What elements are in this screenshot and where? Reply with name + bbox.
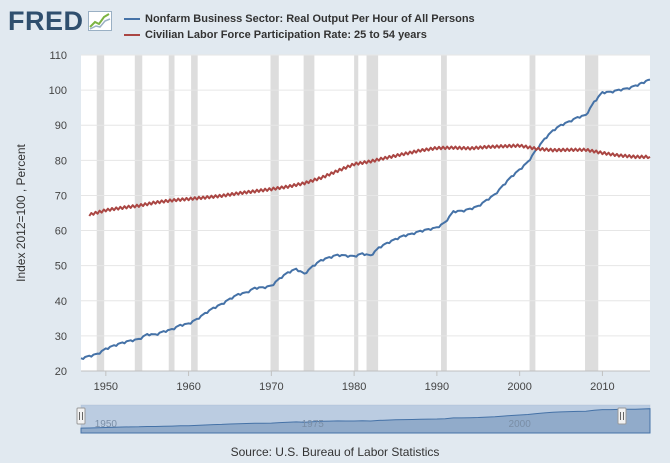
y-tick-label: 30 — [55, 331, 67, 343]
navigator-label: 2000 — [509, 419, 532, 430]
range-navigator[interactable]: 1950 1975 2000 — [76, 404, 651, 434]
recession-band-5 — [270, 55, 279, 371]
legend-item-participation[interactable]: Civilian Labor Force Participation Rate:… — [124, 27, 475, 43]
legend-label-output: Nonfarm Business Sector: Real Output Per… — [145, 13, 475, 25]
plot-area — [81, 55, 650, 371]
handle-body[interactable] — [617, 407, 627, 425]
chart-trend-icon — [87, 11, 112, 31]
x-tick-label: 1960 — [176, 381, 200, 393]
y-tick-label: 70 — [55, 190, 67, 202]
y-tick-label: 40 — [55, 296, 67, 308]
y-tick-label: 90 — [55, 120, 67, 132]
recession-band-6 — [303, 55, 315, 371]
recession-band-3 — [168, 55, 175, 371]
recession-bands — [96, 55, 599, 371]
series-line-participation — [88, 143, 651, 217]
x-tick-label: 2000 — [507, 381, 531, 393]
x-tick-label: 1990 — [425, 381, 449, 393]
y-tick-label: 50 — [55, 261, 67, 273]
recession-band-7 — [354, 55, 359, 371]
legend-swatch-output — [124, 18, 140, 20]
navigator-handle-left[interactable] — [76, 407, 86, 425]
legend-item-output[interactable]: Nonfarm Business Sector: Real Output Per… — [124, 11, 475, 27]
y-tick-label: 60 — [55, 226, 67, 238]
navigator-label: 1950 — [95, 419, 118, 430]
x-axis: 1950 1960 1970 1980 1990 2000 2010 — [81, 370, 650, 393]
fred-logo[interactable]: FRED — [8, 6, 112, 36]
navigator-label: 1975 — [302, 419, 325, 430]
recession-band-9 — [441, 55, 447, 371]
x-tick-label: 1980 — [342, 381, 366, 393]
recession-band-4 — [191, 55, 198, 371]
navigator-handle-right[interactable] — [617, 407, 627, 425]
x-tick-label: 1950 — [94, 381, 118, 393]
navigator-labels: 1950 1975 2000 — [95, 419, 532, 430]
y-axis: 20 30 40 50 60 70 80 90 100 110 — [49, 50, 67, 378]
handle-body[interactable] — [76, 407, 86, 425]
navigator-series-area — [80, 408, 651, 434]
y-tick-label: 20 — [55, 366, 67, 378]
header: FRED Nonfarm Business Sector: Real Outpu… — [0, 0, 670, 48]
y-axis-label: Index 2012=100 , Percent — [14, 143, 28, 281]
legend-swatch-participation — [124, 34, 140, 36]
recession-band-1 — [96, 55, 105, 371]
series-lines — [80, 78, 651, 360]
legend-label-participation: Civilian Labor Force Participation Rate:… — [145, 29, 427, 41]
recession-band-2 — [134, 55, 143, 371]
y-tick-label: 100 — [49, 85, 67, 97]
recession-band-11 — [585, 55, 599, 371]
logo-text: FRED — [8, 5, 84, 36]
recession-band-10 — [529, 55, 536, 371]
recession-band-8 — [366, 55, 379, 371]
series-line-output — [80, 78, 651, 360]
x-tick-label: 2010 — [590, 381, 614, 393]
source-note: Source: U.S. Bureau of Labor Statistics — [230, 445, 440, 459]
y-tick-label: 80 — [55, 155, 67, 167]
x-tick-label: 1970 — [259, 381, 283, 393]
y-tick-label: 110 — [49, 50, 67, 62]
legend: Nonfarm Business Sector: Real Output Per… — [124, 11, 475, 43]
